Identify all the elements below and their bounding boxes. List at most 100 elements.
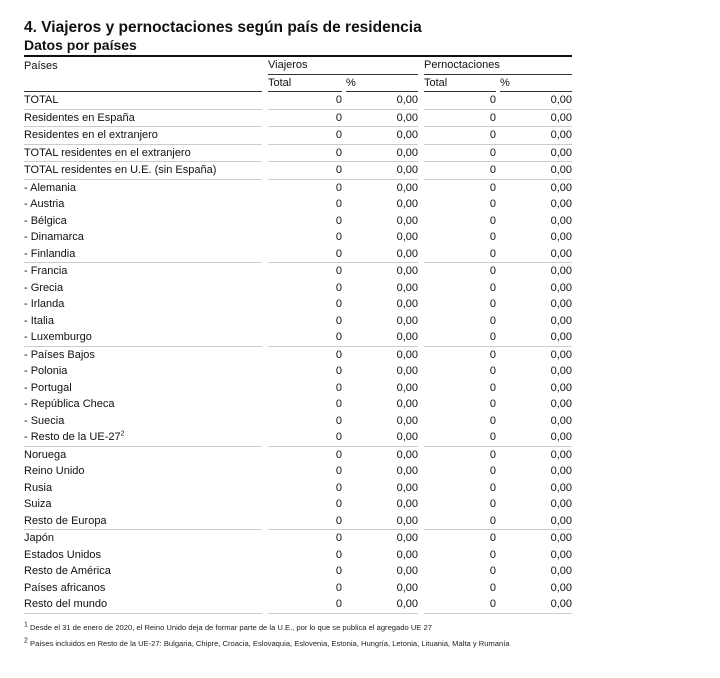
- viajeros-total: 0: [335, 381, 342, 394]
- viajeros-pct: 0,00: [396, 465, 418, 478]
- table-row: - Resto de la UE-272 0 0,00 0 0,00: [24, 429, 572, 447]
- pernoctaciones-pct: 0,00: [550, 414, 572, 427]
- pernoctaciones-total: 0: [489, 214, 496, 227]
- pernoctaciones-pct: 0,00: [550, 565, 572, 578]
- table-row: - Países Bajos 0 0,00 0 0,00: [24, 347, 572, 364]
- table-row: Resto de Europa 0 0,00 0 0,00: [24, 513, 572, 530]
- document: 4. Viajeros y pernoctaciones según país …: [24, 18, 572, 652]
- header-viajeros-total: Total: [268, 75, 342, 92]
- viajeros-pct: 0,00: [346, 329, 418, 347]
- table-row: Rusia 0 0,00 0 0,00: [24, 480, 572, 497]
- viajeros-total: 0: [335, 465, 342, 478]
- viajeros-total: 0: [268, 127, 342, 145]
- viajeros-total: 0: [335, 265, 342, 278]
- viajeros-total: 0: [335, 181, 342, 194]
- pernoctaciones-pct: 0,00: [550, 265, 572, 278]
- table-row: - Francia 0 0,00 0 0,00: [24, 263, 572, 280]
- table-row: - República Checa 0 0,00 0 0,00: [24, 396, 572, 413]
- row-label: - Alemania: [24, 181, 76, 194]
- pernoctaciones-pct: 0,00: [550, 348, 572, 361]
- table-row: - Alemania 0 0,00 0 0,00: [24, 180, 572, 197]
- pernoctaciones-pct: 0,00: [500, 246, 572, 263]
- table-row: Países africanos 0 0,00 0 0,00: [24, 580, 572, 597]
- table-row: - Irlanda 0 0,00 0 0,00: [24, 296, 572, 313]
- pernoctaciones-pct: 0,00: [500, 110, 572, 127]
- row-label: - Portugal: [24, 381, 72, 394]
- pernoctaciones-total: 0: [489, 298, 496, 311]
- viajeros-total: 0: [335, 548, 342, 561]
- row-label: Rusia: [24, 481, 53, 494]
- table-row: - Portugal 0 0,00 0 0,00: [24, 380, 572, 397]
- viajeros-total: 0: [335, 314, 342, 327]
- pernoctaciones-total: 0: [489, 281, 496, 294]
- viajeros-pct: 0,00: [396, 365, 418, 378]
- row-label: Japón: [24, 532, 54, 545]
- footnote-1: 1 Desde el 31 de enero de 2020, el Reino…: [24, 620, 432, 632]
- pernoctaciones-total: 0: [424, 596, 496, 614]
- header-viajeros-pct: %: [346, 75, 418, 92]
- viajeros-pct: 0,00: [396, 448, 418, 461]
- pernoctaciones-total: 0: [424, 110, 496, 127]
- row-label: - Grecia: [24, 281, 64, 294]
- header-pernoctaciones-pct: %: [500, 75, 572, 92]
- viajeros-pct: 0,00: [346, 513, 418, 530]
- pernoctaciones-pct: 0,00: [550, 465, 572, 478]
- pernoctaciones-total: 0: [424, 92, 496, 110]
- row-label: - Resto de la UE-272: [24, 429, 262, 447]
- viajeros-pct: 0,00: [346, 92, 418, 110]
- viajeros-total: 0: [335, 532, 342, 545]
- viajeros-pct: 0,00: [396, 481, 418, 494]
- viajeros-pct: 0,00: [396, 414, 418, 427]
- pernoctaciones-total: 0: [489, 498, 496, 511]
- viajeros-total: 0: [268, 329, 342, 347]
- pernoctaciones-pct: 0,00: [550, 381, 572, 394]
- page-subtitle: Datos por países: [24, 37, 137, 53]
- pernoctaciones-total: 0: [489, 265, 496, 278]
- pernoctaciones-pct: 0,00: [550, 198, 572, 211]
- table-row: Residentes en España 0 0,00 0 0,00: [24, 110, 572, 127]
- table-row: - Austria 0 0,00 0 0,00: [24, 196, 572, 213]
- viajeros-pct: 0,00: [396, 565, 418, 578]
- viajeros-total: 0: [268, 92, 342, 110]
- pernoctaciones-total: 0: [424, 513, 496, 530]
- row-label: - Irlanda: [24, 298, 65, 311]
- viajeros-total: 0: [335, 498, 342, 511]
- table-row: Residentes en el extranjero 0 0,00 0 0,0…: [24, 127, 572, 145]
- pernoctaciones-pct: 0,00: [500, 513, 572, 530]
- pernoctaciones-total: 0: [489, 365, 496, 378]
- viajeros-pct: 0,00: [396, 314, 418, 327]
- row-label: - Suecia: [24, 414, 65, 427]
- row-label: Resto del mundo: [24, 596, 262, 614]
- footnotes: 1 Desde el 31 de enero de 2020, el Reino…: [24, 620, 572, 652]
- page-title: 4. Viajeros y pernoctaciones según país …: [24, 19, 422, 36]
- pernoctaciones-total: 0: [489, 348, 496, 361]
- footnote-2: 2 Países incluidos en Resto de la UE-27:…: [24, 636, 510, 648]
- pernoctaciones-total: 0: [424, 162, 496, 180]
- pernoctaciones-pct: 0,00: [500, 429, 572, 447]
- viajeros-total: 0: [335, 298, 342, 311]
- viajeros-total: 0: [335, 481, 342, 494]
- row-label: - Dinamarca: [24, 231, 84, 244]
- pernoctaciones-total: 0: [424, 329, 496, 347]
- viajeros-pct: 0,00: [396, 214, 418, 227]
- pernoctaciones-total: 0: [424, 246, 496, 263]
- pernoctaciones-pct: 0,00: [550, 181, 572, 194]
- table-row: Japón 0 0,00 0 0,00: [24, 530, 572, 547]
- viajeros-total: 0: [335, 365, 342, 378]
- table-row: TOTAL residentes en U.E. (sin España) 0 …: [24, 162, 572, 180]
- viajeros-total: 0: [335, 448, 342, 461]
- table-row: - Bélgica 0 0,00 0 0,00: [24, 213, 572, 230]
- row-label: Reino Unido: [24, 465, 85, 478]
- pernoctaciones-total: 0: [489, 314, 496, 327]
- pernoctaciones-pct: 0,00: [550, 481, 572, 494]
- viajeros-total: 0: [335, 398, 342, 411]
- row-label: - Italia: [24, 314, 54, 327]
- viajeros-pct: 0,00: [346, 162, 418, 180]
- viajeros-total: 0: [335, 414, 342, 427]
- pernoctaciones-total: 0: [489, 414, 496, 427]
- viajeros-pct: 0,00: [396, 298, 418, 311]
- viajeros-total: 0: [335, 198, 342, 211]
- row-label: Países africanos: [24, 581, 106, 594]
- pernoctaciones-pct: 0,00: [550, 365, 572, 378]
- pernoctaciones-pct: 0,00: [550, 231, 572, 244]
